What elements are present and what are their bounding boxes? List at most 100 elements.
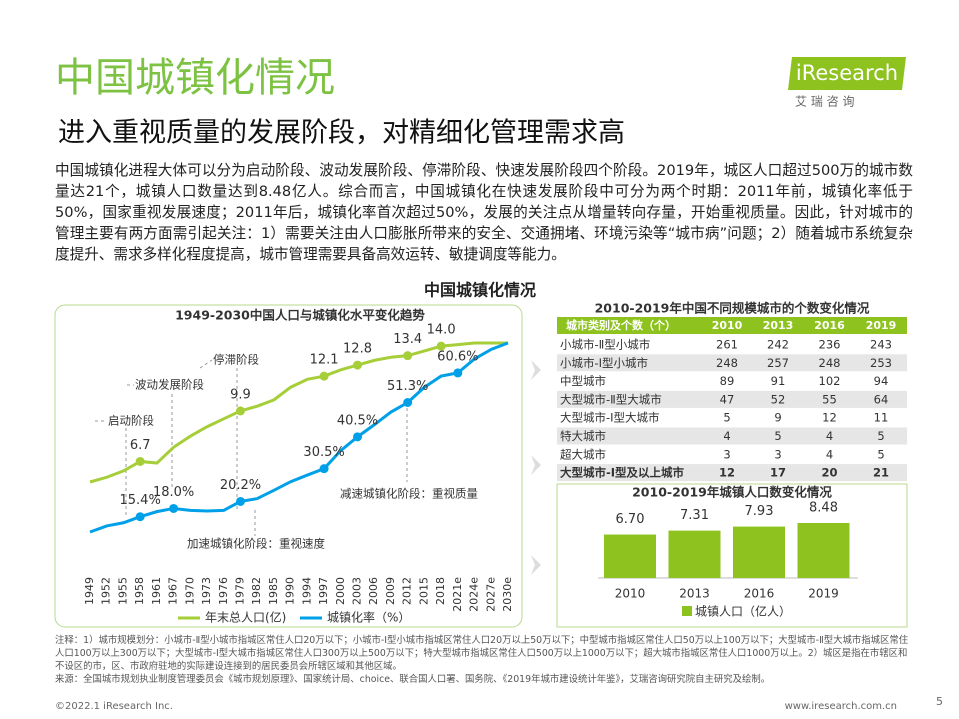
- point: [235, 406, 245, 416]
- bar: [733, 526, 785, 578]
- x-tick-label: 1985: [267, 577, 280, 605]
- annotation: 停滞阶段: [213, 353, 259, 367]
- table-cell: 52: [771, 392, 786, 406]
- x-tick-label: 2027e: [484, 577, 497, 612]
- point: [403, 398, 413, 407]
- table-cell: 4: [826, 429, 833, 443]
- x-tick-label: 2006: [367, 577, 380, 605]
- table-cell: 248: [819, 356, 841, 370]
- table-cell: 5: [877, 447, 884, 461]
- table-cell: 5: [774, 429, 781, 443]
- data-label: 13.4: [393, 332, 422, 347]
- table-cell: 大型城市-Ⅰ型大城市: [560, 411, 660, 425]
- table-cell: 253: [870, 356, 892, 370]
- data-label: 6.7: [130, 438, 151, 453]
- panel: [54, 304, 523, 628]
- data-label: 12.8: [343, 342, 372, 357]
- row-bg: [557, 464, 907, 482]
- x-tick-label: 1949: [83, 577, 96, 605]
- table-title: 2010-2019年中国不同规模城市的个数变化情况: [595, 301, 870, 316]
- table-cell: 102: [819, 374, 841, 388]
- title: 中国城镇化情况: [55, 55, 335, 101]
- copyright: ©2022.1 iResearch Inc.: [55, 701, 173, 712]
- point: [319, 371, 329, 381]
- x-tick-label: 2016: [744, 587, 775, 601]
- data-label: 14.0: [427, 323, 456, 338]
- table-cell: 17: [770, 466, 786, 480]
- table-cell: 11: [874, 411, 889, 425]
- table-cell: 5: [877, 429, 884, 443]
- annotation: 启动阶段: [108, 414, 154, 428]
- x-tick-label: 1958: [133, 577, 146, 605]
- logo-sub: 艾 瑞 咨 询: [795, 94, 854, 109]
- data-label: 30.5%: [303, 445, 344, 460]
- x-tick-label: 2024e: [468, 577, 481, 612]
- annotation: 减速城镇化阶段：重视质量: [340, 487, 478, 501]
- point: [436, 341, 446, 351]
- table-cell: 特大城市: [560, 429, 606, 443]
- annotation: 波动发展阶段: [135, 378, 204, 392]
- table-cell: 5: [723, 411, 730, 425]
- legend-label: 年末总人口(亿): [205, 610, 286, 625]
- note: 注释：1）城市规模划分：小城市-Ⅱ型小城市指城区常住人口20万以下；小城市-Ⅰ型…: [55, 635, 909, 672]
- x-tick-label: 2019: [808, 587, 839, 601]
- table-cell: 55: [822, 392, 837, 406]
- logo-box: [788, 57, 906, 90]
- x-tick-label: 1967: [167, 577, 180, 605]
- table-header: 城市类别及个数（个）: [566, 318, 676, 332]
- page-number: 5: [936, 695, 943, 708]
- data-label: 20.2%: [220, 478, 261, 493]
- table-cell: 21: [873, 466, 889, 480]
- table-header: 2016: [814, 319, 845, 332]
- point: [319, 464, 329, 474]
- notes: 注释：1）城市规模划分：小城市-Ⅱ型小城市指城区常住人口20万以下；小城市-Ⅰ型…: [55, 634, 910, 686]
- table-cell: 大型城市-Ⅰ型及以上城市: [560, 466, 685, 480]
- x-tick-label: 1961: [150, 577, 163, 605]
- data-label: 51.3%: [387, 379, 428, 394]
- table-cell: 257: [767, 356, 789, 370]
- section-title: 中国城镇化情况: [424, 281, 536, 300]
- x-tick-label: 2030e: [501, 577, 514, 612]
- table-cell: 12: [822, 411, 837, 425]
- table-cell: 64: [874, 392, 889, 406]
- table-cell: 89: [720, 374, 735, 388]
- table-cell: 12: [719, 466, 735, 480]
- point: [135, 456, 145, 466]
- table-header-bg: [557, 317, 907, 334]
- table-cell: 242: [767, 338, 789, 352]
- table-header: 2013: [763, 319, 794, 332]
- table-cell: 3: [774, 447, 781, 461]
- panel: [556, 483, 908, 628]
- x-tick-label: 1997: [317, 577, 330, 605]
- table-cell: 91: [771, 374, 786, 388]
- table-header: 2010: [712, 319, 743, 332]
- subtitle: 进入重视质量的发展阶段，对精细化管理需求高: [58, 118, 625, 149]
- x-tick-label: 2013: [679, 587, 710, 601]
- table-header: 2019: [866, 319, 897, 332]
- row-bg: [557, 354, 907, 372]
- x-tick-label: 2003: [351, 577, 364, 605]
- table-cell: 中型城市: [560, 374, 606, 388]
- x-tick-label: 1990: [284, 577, 297, 605]
- x-tick-label: 1979: [233, 577, 246, 605]
- bar: [604, 534, 656, 578]
- x-tick-label: 2021e: [451, 577, 464, 612]
- table-cell: 小城市-Ⅰ型小城市: [560, 356, 648, 370]
- table-cell: 261: [716, 338, 738, 352]
- table-cell: 9: [774, 411, 781, 425]
- chart-title: 2010-2019年城镇人口数变化情况: [632, 485, 832, 500]
- table-cell: 20: [821, 466, 837, 480]
- chart-title: 1949-2030中国人口与城镇化水平变化趋势: [175, 308, 425, 323]
- point: [353, 360, 363, 370]
- row-bg: [557, 427, 907, 445]
- point: [169, 503, 179, 513]
- legend-swatch: [682, 606, 692, 616]
- point: [135, 512, 145, 522]
- data-label: 7.93: [745, 504, 774, 519]
- logo: iResearch: [796, 61, 898, 85]
- annotation-leaders: [95, 359, 408, 536]
- x-tick-label: 1994: [300, 577, 313, 605]
- table-cell: 4: [826, 447, 833, 461]
